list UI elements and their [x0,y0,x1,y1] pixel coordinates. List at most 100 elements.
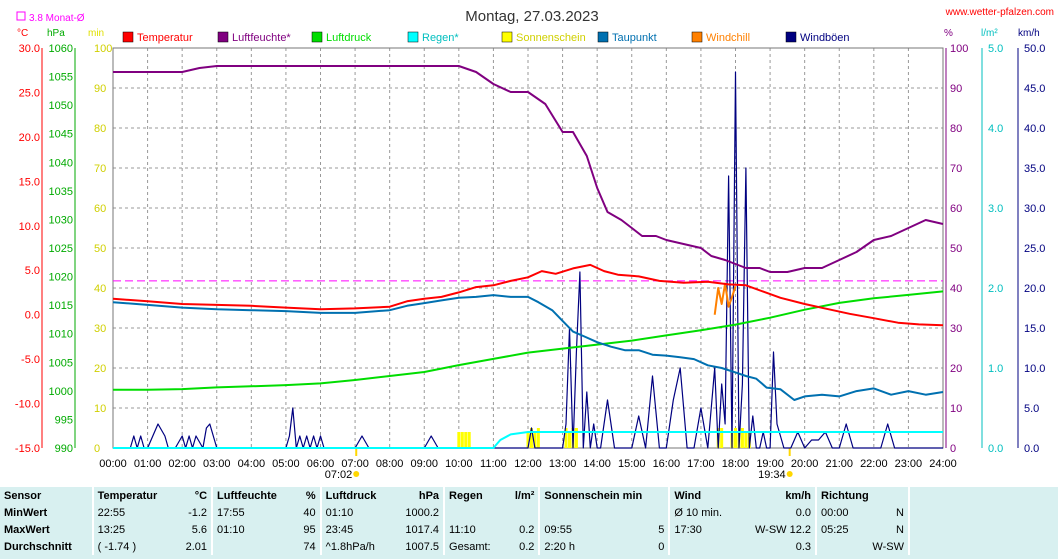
pressure-tick-label: 990 [55,443,73,455]
stats-header-row: Sensor Temperatur °C Luftfeuchte % Luftd… [0,487,1058,504]
cell-wind-value: 0.3 [795,540,811,553]
cell-sun-value: 0 [658,540,665,553]
hdr-wind: Wind [668,487,738,504]
x-tick-label: 15:00 [618,458,646,470]
wind-tick-label: 20.0 [1024,283,1045,295]
wind-tick-label: 35.0 [1024,163,1045,175]
weather-chart: Montag, 27.03.2023 www.wetter-pfalzen.co… [0,0,1058,487]
humidity-tick-label: 30 [950,323,962,335]
hdr-rain: Regen [443,487,505,504]
temp-tick-label: -5.0 [21,354,40,366]
sunshine-bar [734,428,737,448]
series-line-temperatur [112,263,944,327]
sunshine-bar [467,432,471,448]
cell-press-value: 1007.5 [405,540,440,553]
cell-dir-value: W-SW [872,540,904,553]
site-link[interactable]: www.wetter-pfalzen.com [945,7,1054,18]
legend-swatch [501,31,513,43]
hdr-temp-unit: °C [194,489,208,502]
sunshine-bar [564,428,568,448]
cell-dir-value: N [896,523,904,536]
humidity-tick-label: 90 [950,83,962,95]
cell-dir-time [814,538,861,555]
cell-rain-value: 0.2 [519,540,535,553]
cell-press-value: 1000.2 [405,506,440,519]
series-line-taupunkt [112,294,944,401]
chart-background [0,0,1058,487]
hdr-temp: Temperatur [91,487,176,504]
wind-unit: km/h [1018,28,1040,39]
x-tick-label: 07:00 [341,458,369,470]
sunshine-bar [740,428,744,448]
cell-sun-time: 09:55 [538,521,634,538]
rain-unit: l/m² [981,28,998,39]
cell-hum-value: 95 [303,523,316,536]
sunshine-bar [568,432,571,448]
pressure-tick-label: 1060 [49,43,73,55]
humidity-tick-label: 100 [950,43,968,55]
sunshine-tick-label: 100 [94,43,112,55]
x-tick-label: 01:00 [134,458,162,470]
pressure-tick-label: 1015 [49,300,73,312]
rain-tick-label: 3.0 [988,203,1003,215]
humidity-tick-label: 80 [950,123,962,135]
x-tick-label: 18:00 [722,458,750,470]
chart-title: Montag, 27.03.2023 [465,8,598,25]
sunshine-tick-label: 50 [94,243,106,255]
temp-unit: °C [17,28,28,39]
pressure-tick-label: 1005 [49,357,73,369]
cell-wind-value: 0.0 [795,506,811,519]
x-tick-label: 17:00 [687,458,715,470]
sunset-label: 19:34 [758,469,786,481]
stats-spacer [908,504,1058,521]
pressure-tick-label: 995 [55,414,73,426]
cell-temp-time: 13:25 [91,521,176,538]
x-tick-label: 06:00 [307,458,335,470]
humidity-tick-label: 0 [950,443,956,455]
hpa-unit: hPa [47,28,65,39]
sunshine-tick-label: 20 [94,363,106,375]
rain-tick-label: 5.0 [988,43,1003,55]
wind-tick-label: 0.0 [1024,443,1039,455]
cell-wind-time [668,538,738,555]
plot-area [112,65,944,449]
legend-label: Luftfeuchte* [232,32,291,44]
cell-temp-time: ( -1.74 ) [91,538,176,555]
hdr-press-unit: hPa [418,489,440,502]
x-tick-label: 19:00 [756,458,784,470]
cell-hum-time: 17:55 [211,504,296,521]
rain-tick-label: 1.0 [988,363,1003,375]
legend-label: Regen* [422,32,459,44]
cell-sun-value [633,504,669,521]
pressure-tick-label: 1055 [49,72,73,84]
cell-temp-value: 5.6 [191,523,208,536]
x-tick-label: 24:00 [929,458,957,470]
stats-spacer [908,538,1058,555]
humidity-tick-label: 10 [950,403,962,415]
rain-tick-label: 0.0 [988,443,1003,455]
humidity-tick-label: 50 [950,243,962,255]
grid [112,47,944,449]
x-tick-label: 09:00 [410,458,438,470]
legend-swatch [122,31,134,43]
legend-swatch [407,31,419,43]
hdr-wind-unit: km/h [785,489,811,502]
sunshine-tick-label: 40 [94,283,106,295]
sunrise-label: 07:02 [325,469,353,481]
x-tick-label: 13:00 [549,458,577,470]
cell-rain-time: 11:10 [443,521,505,538]
sunshine-bar [460,432,464,448]
sunshine-bar [574,428,578,448]
legend-label: Windchill [706,32,750,44]
temp-tick-label: 5.0 [25,265,40,277]
min-unit: min [88,28,104,39]
wind-tick-label: 5.0 [1024,403,1039,415]
legend: Temperatur Luftfeuchte* Luftdruck Regen* Son… [122,31,850,44]
temp-tick-label: 20.0 [19,132,40,144]
pressure-tick-label: 1000 [49,386,73,398]
hdr-dir: Richtung [815,487,909,504]
monthly-avg-icon [16,11,26,21]
temp-tick-label: 30.0 [19,43,40,55]
cell-dir-value: N [896,506,904,519]
legend-swatch [785,31,797,43]
